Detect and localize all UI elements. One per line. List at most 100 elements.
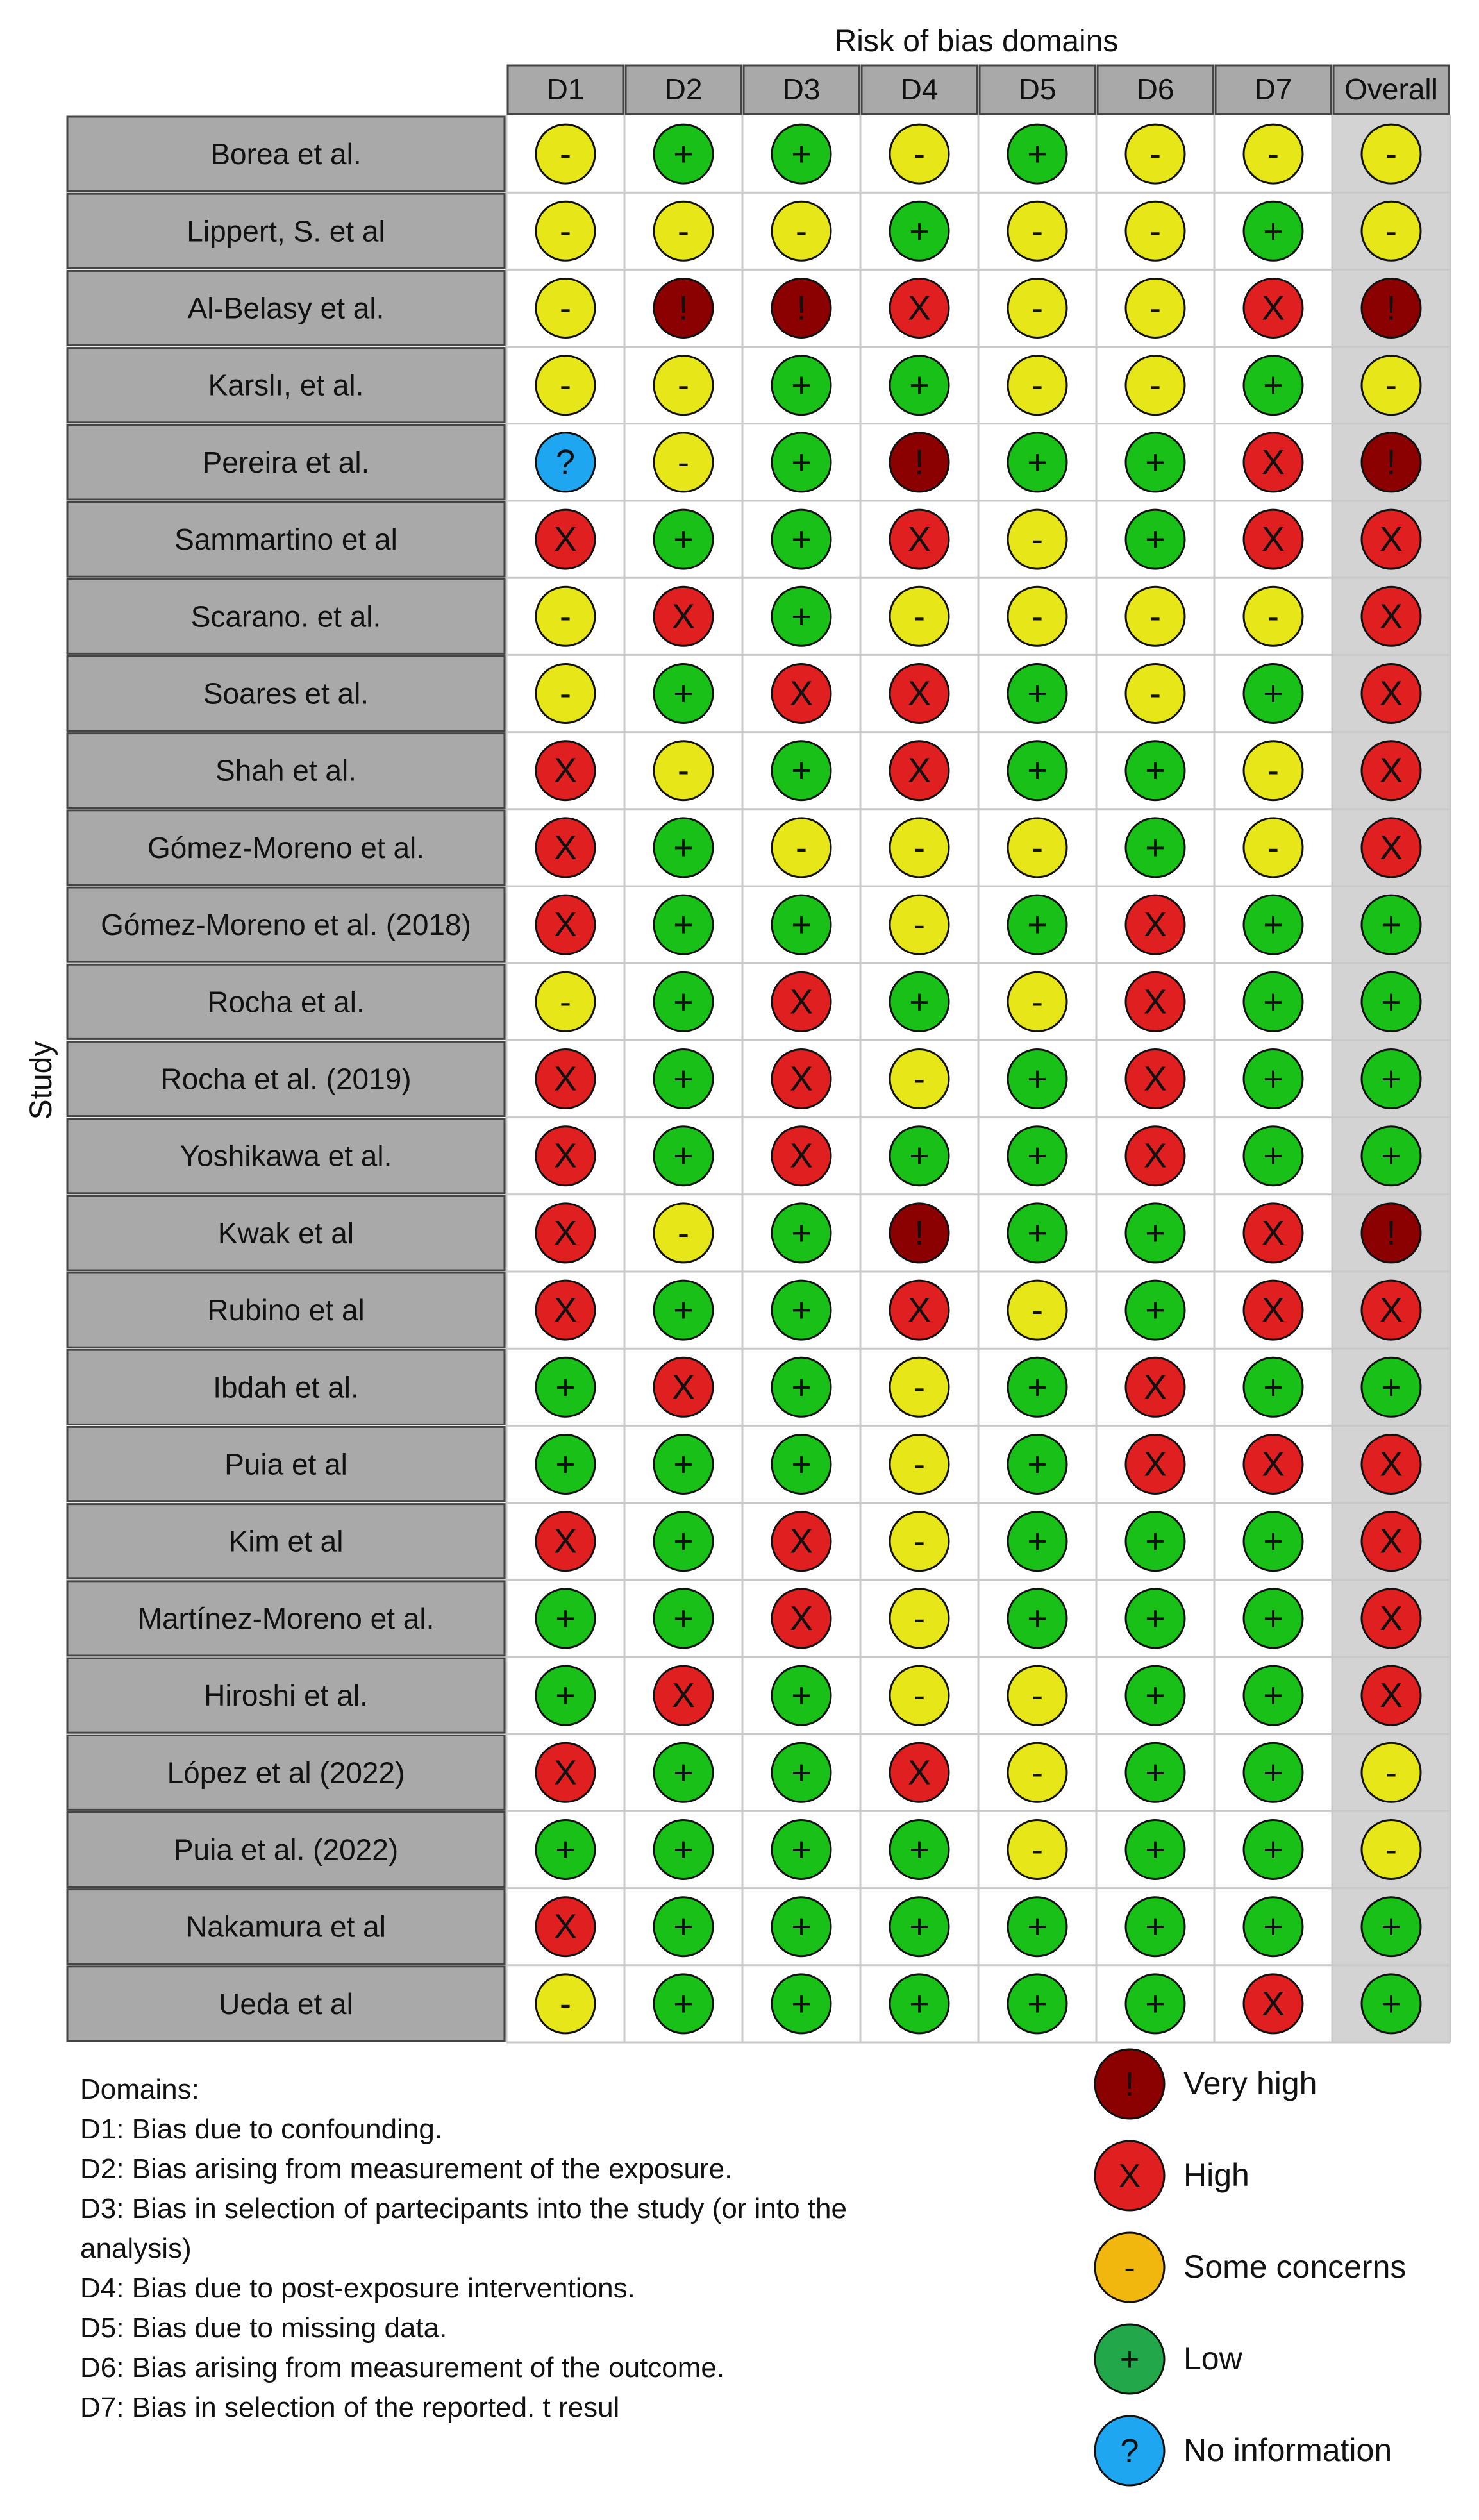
- cross-icon: X: [554, 752, 577, 790]
- judgement-circle: [1007, 432, 1068, 493]
- plus-icon: +: [1263, 1060, 1283, 1098]
- plus-icon: +: [1145, 443, 1166, 482]
- study-label-cell: [66, 655, 506, 732]
- judgement-circle: [1360, 971, 1422, 1032]
- judgement-circle: [1360, 1665, 1422, 1726]
- minus-icon: -: [1149, 675, 1161, 713]
- judgement-high-icon: X: [535, 894, 596, 955]
- exclamation-icon: !: [678, 289, 688, 328]
- legend-very-high-icon: [1094, 2048, 1166, 2120]
- plus-icon: +: [1381, 982, 1401, 1021]
- judgement-circle: [1360, 508, 1422, 570]
- judgement-circle: [1007, 508, 1068, 570]
- judgement-circle: [1242, 1356, 1304, 1418]
- judgement-circle: [771, 971, 832, 1032]
- minus-icon: -: [914, 597, 925, 635]
- judgement-high-icon: X: [653, 1356, 714, 1418]
- judgement-low-icon: +: [1124, 1819, 1186, 1880]
- judgement-circle: [771, 1588, 832, 1649]
- cross-icon: X: [1380, 520, 1403, 559]
- judgement-circle: [653, 663, 714, 724]
- legend-item-high: X High: [1094, 2140, 1249, 2212]
- judgement-circle: [1124, 1742, 1186, 1803]
- judgement-low-icon: +: [1360, 894, 1422, 955]
- judgement-some-icon: -: [1360, 1742, 1422, 1803]
- judgement-circle: [889, 1279, 950, 1341]
- exclamation-icon: !: [1386, 289, 1396, 328]
- judgement-low-icon: +: [1360, 1048, 1422, 1109]
- plus-icon: +: [673, 905, 694, 944]
- judgement-circle: [889, 1356, 950, 1418]
- judgement-low-icon: +: [1360, 1973, 1422, 2035]
- judgement-circle: [1242, 1588, 1304, 1649]
- judgement-low-icon: +: [653, 894, 714, 955]
- judgement-circle: [889, 508, 950, 570]
- study-label-cell: [66, 1888, 506, 1965]
- judgement-circle: [1124, 894, 1186, 955]
- judgement-circle: [535, 123, 596, 185]
- judgement-high-icon: X: [1242, 278, 1304, 339]
- cross-icon: X: [1262, 1214, 1285, 1252]
- judgement-high-icon: X: [771, 1048, 832, 1109]
- domain-key-d3: D3: Bias in selection of partecipants in…: [80, 2193, 847, 2224]
- judgement-some-icon: -: [535, 278, 596, 339]
- judgement-low-icon: +: [1007, 1048, 1068, 1109]
- study-label-cell: [66, 501, 506, 578]
- judgement-circle: [771, 508, 832, 570]
- judgement-circle: [1242, 663, 1304, 724]
- judgement-some-icon: -: [1360, 200, 1422, 262]
- study-label-cell: [66, 192, 506, 269]
- plus-icon: +: [909, 1908, 930, 1946]
- plus-icon: +: [791, 1445, 812, 1484]
- judgement-high-icon: X: [771, 663, 832, 724]
- column-header-d4: D4: [901, 72, 939, 106]
- judgement-circle: [653, 355, 714, 416]
- judgement-circle: [535, 1125, 596, 1187]
- plus-icon: +: [1145, 1522, 1166, 1561]
- judgement-low-icon: +: [1242, 971, 1304, 1032]
- judgement-high-icon: X: [889, 1742, 950, 1803]
- minus-icon: -: [1149, 366, 1161, 405]
- plus-icon: +: [1263, 1831, 1283, 1869]
- plus-icon: +: [1027, 1908, 1048, 1946]
- cross-icon: X: [908, 675, 931, 713]
- judgement-low-icon: +: [1007, 1588, 1068, 1649]
- plus-icon: +: [1027, 1522, 1048, 1561]
- judgement-circle: [1242, 1665, 1304, 1726]
- plus-icon: +: [1027, 905, 1048, 944]
- exclamation-icon: !: [1386, 443, 1396, 482]
- judgement-circle: [1242, 1511, 1304, 1572]
- column-header-d1: D1: [547, 72, 585, 106]
- judgement-some-icon: -: [1007, 1665, 1068, 1726]
- judgement-low-icon: +: [1242, 1588, 1304, 1649]
- judgement-low-icon: +: [1242, 1896, 1304, 1958]
- judgement-circle: [653, 1356, 714, 1418]
- judgement-high-icon: X: [535, 1125, 596, 1187]
- judgement-very-high-icon: !: [653, 278, 714, 339]
- minus-icon: -: [1267, 752, 1279, 790]
- judgement-low-icon: +: [771, 1665, 832, 1726]
- judgement-circle: [1124, 1434, 1186, 1495]
- judgement-high-icon: X: [1124, 1356, 1186, 1418]
- judgement-circle: [653, 585, 714, 647]
- plus-icon: +: [1263, 675, 1283, 713]
- column-header-d3: D3: [783, 72, 821, 106]
- plus-icon: +: [1145, 1291, 1166, 1329]
- judgement-circle: [1124, 508, 1186, 570]
- minus-icon: -: [914, 828, 925, 867]
- exclamation-icon: !: [796, 289, 806, 328]
- minus-icon: -: [560, 982, 571, 1021]
- judgement-circle: [1124, 1665, 1186, 1726]
- legend-high-icon: [1094, 2140, 1166, 2212]
- minus-icon: -: [1032, 520, 1043, 559]
- cross-icon: X: [554, 1137, 577, 1175]
- study-label-cell: [66, 1503, 506, 1580]
- judgement-some-icon: -: [889, 1434, 950, 1495]
- plus-icon: +: [1145, 752, 1166, 790]
- judgement-low-icon: +: [653, 1742, 714, 1803]
- judgement-circle: [1242, 432, 1304, 493]
- judgement-high-icon: X: [1360, 740, 1422, 802]
- judgement-high-icon: X: [1242, 1202, 1304, 1264]
- judgement-some-icon: -: [889, 894, 950, 955]
